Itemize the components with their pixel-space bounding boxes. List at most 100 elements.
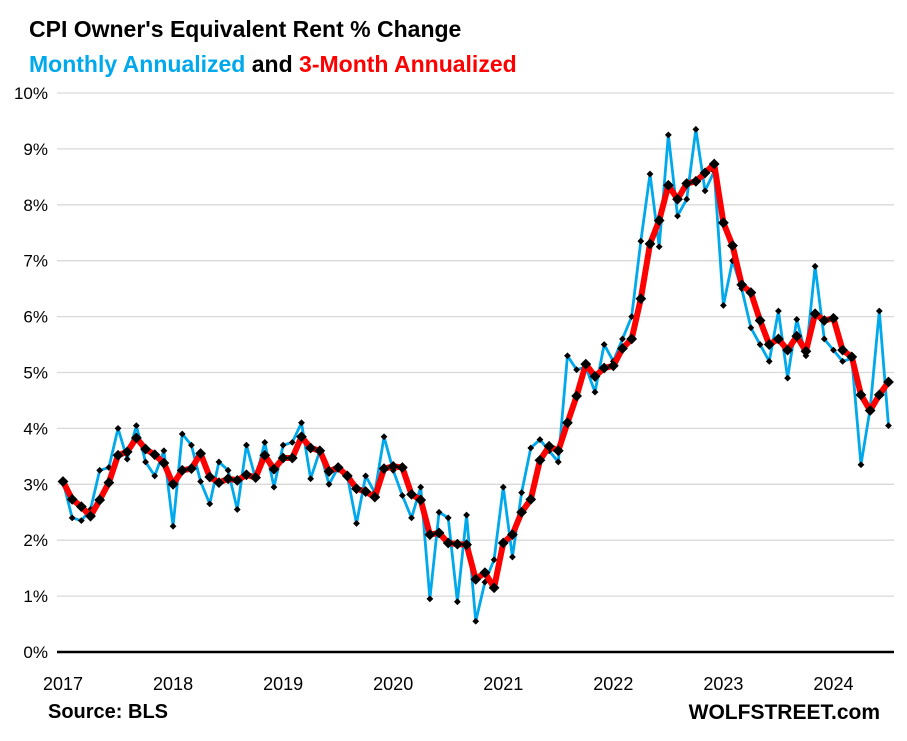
data-point-marker — [617, 343, 628, 354]
data-point-marker — [534, 454, 546, 466]
data-point-marker — [470, 573, 482, 585]
data-point-marker — [662, 179, 674, 191]
data-point-marker — [369, 491, 381, 503]
legend-3-month-annualized: 3-Month Annualized — [299, 51, 517, 77]
data-point-marker — [820, 335, 828, 343]
data-point-marker — [873, 389, 885, 401]
y-tick-label: 5% — [23, 364, 48, 383]
data-point-marker — [635, 293, 647, 305]
data-point-marker — [378, 463, 390, 475]
monthly-annualized-line — [61, 127, 890, 623]
data-point-marker — [332, 462, 344, 473]
x-tick-label: 2022 — [593, 674, 633, 694]
data-point-marker — [204, 471, 216, 483]
data-point-marker — [140, 443, 151, 455]
data-point-marker — [112, 449, 124, 461]
data-point-marker — [600, 341, 608, 348]
data-point-marker — [745, 287, 757, 298]
data-point-marker — [543, 440, 555, 452]
data-point-marker — [701, 187, 709, 195]
data-point-marker — [644, 238, 656, 250]
data-point-marker — [490, 556, 498, 564]
data-point-marker — [571, 390, 583, 402]
data-point-marker — [664, 131, 672, 139]
x-tick-label: 2018 — [153, 674, 193, 694]
data-point-marker — [360, 486, 372, 497]
x-tick-label: 2021 — [483, 674, 523, 694]
data-point-marker — [114, 425, 122, 432]
data-point-marker — [736, 279, 748, 291]
data-point-marker — [298, 419, 305, 427]
data-point-marker — [286, 452, 298, 464]
data-point-marker — [417, 483, 425, 491]
y-tick-label: 7% — [23, 252, 48, 271]
data-point-marker — [398, 492, 406, 499]
data-point-marker — [681, 178, 693, 189]
data-point-marker — [243, 441, 250, 449]
data-point-marker — [800, 345, 812, 357]
data-point-marker — [325, 480, 333, 488]
data-point-marker — [176, 464, 188, 476]
data-point-marker — [453, 598, 461, 606]
data-point-marker — [259, 449, 271, 461]
x-tick-label: 2019 — [263, 674, 303, 694]
data-point-marker — [497, 537, 509, 549]
data-point-marker — [536, 436, 544, 443]
data-point-marker — [233, 506, 241, 513]
data-point-marker — [763, 339, 775, 350]
data-point-marker — [461, 539, 472, 551]
x-tick-label: 2020 — [373, 674, 413, 694]
data-point-marker — [837, 344, 849, 356]
data-point-marker — [883, 376, 894, 388]
data-point-marker — [699, 167, 711, 179]
x-tick-label: 2024 — [813, 674, 853, 694]
y-tick-label: 8% — [23, 196, 48, 215]
source-label: Source: BLS — [48, 701, 169, 723]
data-point-marker — [160, 447, 168, 455]
y-tick-label: 6% — [23, 308, 48, 327]
data-point-marker — [598, 362, 610, 374]
data-point-marker — [206, 500, 214, 508]
data-point-marker — [811, 262, 819, 270]
y-tick-label: 3% — [23, 475, 48, 494]
three-month-annualized-markers — [57, 158, 894, 594]
data-point-marker — [151, 472, 159, 480]
y-axis-labels: 0% 1% 2% 3% 4% 5% 6% 7% 8% 9% 10% — [14, 84, 48, 662]
data-point-marker — [396, 462, 408, 473]
data-point-marker — [415, 494, 427, 506]
data-point-marker — [178, 430, 186, 438]
data-point-marker — [754, 315, 766, 326]
data-point-marker — [855, 389, 867, 401]
data-point-marker — [270, 483, 278, 491]
data-point-marker — [499, 483, 507, 491]
data-point-marker — [782, 344, 793, 356]
data-point-marker — [268, 463, 280, 475]
data-point-marker — [261, 438, 269, 446]
data-point-marker — [830, 346, 837, 354]
data-point-marker — [809, 308, 821, 320]
y-tick-label: 9% — [23, 140, 48, 159]
data-point-marker — [727, 240, 738, 252]
data-point-marker — [123, 455, 131, 463]
data-point-marker — [564, 352, 571, 360]
gridlines — [57, 92, 894, 597]
data-point-marker — [708, 158, 720, 170]
y-tick-label: 0% — [23, 643, 48, 662]
data-point-marker — [186, 463, 197, 475]
data-point-marker — [655, 243, 663, 251]
data-point-marker — [488, 582, 500, 594]
data-point-marker — [509, 553, 516, 561]
data-point-marker — [277, 452, 289, 464]
data-point-marker — [426, 595, 434, 603]
data-point-marker — [142, 458, 149, 466]
data-point-marker — [351, 483, 362, 495]
data-point-marker — [507, 529, 518, 541]
data-point-marker — [341, 470, 353, 482]
data-point-marker — [875, 307, 883, 315]
x-axis-labels: 2017 2018 2019 2020 2021 2022 2023 2024 — [43, 674, 853, 694]
y-tick-label: 10% — [14, 84, 48, 103]
data-point-marker — [839, 357, 847, 365]
data-point-marker — [885, 422, 892, 430]
chart-subtitle-legend: Monthly Annualized and 3-Month Annualize… — [29, 51, 517, 78]
